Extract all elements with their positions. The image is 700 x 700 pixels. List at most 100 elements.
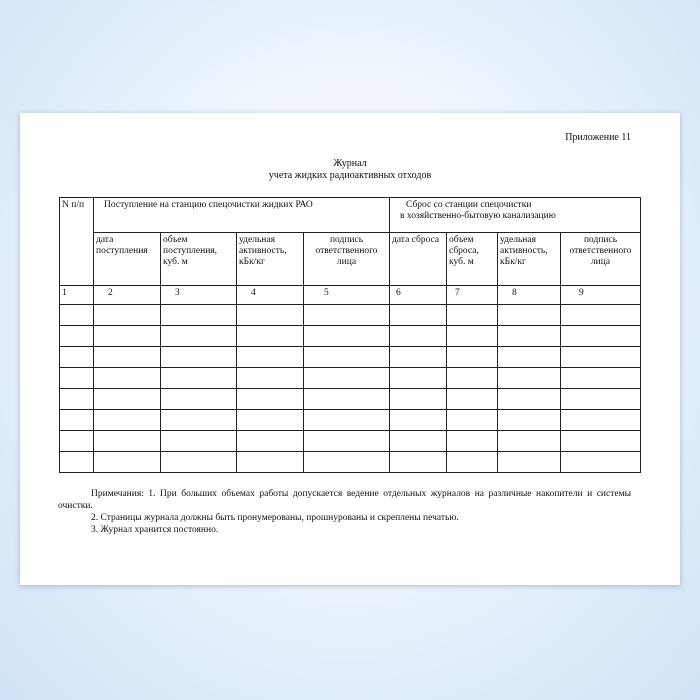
doc-subtitle: учета жидких радиоактивных отходов xyxy=(268,170,432,181)
table-cell xyxy=(160,409,237,431)
table-cell xyxy=(59,430,94,452)
col-number: 1 xyxy=(59,285,94,305)
col-header: дата поступления xyxy=(93,232,161,286)
note-1: Примечания: 1. При больших объемах работ… xyxy=(58,489,631,511)
table-cell xyxy=(160,304,237,326)
table-cell xyxy=(160,325,237,347)
note-3: 3. Журнал хранится постоянно. xyxy=(91,525,219,535)
table-cell xyxy=(236,325,304,347)
table-cell xyxy=(497,346,561,368)
table-cell xyxy=(303,388,390,410)
table-cell xyxy=(389,451,447,473)
header-group-discharge: Сброс со станции спецочистки в хозяйствен… xyxy=(389,197,641,233)
table-cell xyxy=(303,430,390,452)
discharge-line1: Сброс со станции спецочистки xyxy=(406,200,532,210)
col-header: объем поступления, куб. м xyxy=(160,232,237,286)
table-cell xyxy=(446,451,498,473)
appendix-label: Приложение 11 xyxy=(565,132,631,143)
table-cell xyxy=(236,346,304,368)
table-cell xyxy=(560,367,641,389)
table-cell xyxy=(236,451,304,473)
journal-table: N п/п Поступление на станцию спецочистки… xyxy=(59,197,641,473)
table-cell xyxy=(59,451,94,473)
col-header: удельная активность, кБк/кг xyxy=(236,232,304,286)
table-cell xyxy=(236,388,304,410)
table-cell xyxy=(389,346,447,368)
table-cell xyxy=(93,367,161,389)
table-cell xyxy=(59,346,94,368)
table-cell xyxy=(236,304,304,326)
table-cell xyxy=(303,367,390,389)
table-row xyxy=(59,367,641,389)
table-cell xyxy=(560,409,641,431)
note-2: 2. Страницы журнала должны быть пронумер… xyxy=(91,513,459,523)
table-cell xyxy=(446,388,498,410)
table-row xyxy=(59,304,641,326)
table-cell xyxy=(236,409,304,431)
table-cell xyxy=(236,430,304,452)
table-cell xyxy=(303,346,390,368)
document-page: Приложение 11 Журнал учета жидких радиоа… xyxy=(20,113,680,585)
table-cell xyxy=(389,409,447,431)
table-cell xyxy=(160,388,237,410)
table-cell xyxy=(446,367,498,389)
col-header: подпись ответственного лица xyxy=(303,232,390,286)
notes: Примечания: 1. При больших объемах работ… xyxy=(58,488,631,536)
table-cell xyxy=(303,304,390,326)
table-cell xyxy=(446,430,498,452)
table-cell xyxy=(446,304,498,326)
table-cell xyxy=(497,451,561,473)
table-cell xyxy=(59,388,94,410)
table-cell xyxy=(560,304,641,326)
table-cell xyxy=(497,304,561,326)
table-cell xyxy=(303,325,390,347)
table-cell xyxy=(389,388,447,410)
table-cell xyxy=(59,325,94,347)
col-number: 3 xyxy=(160,285,237,305)
table-cell xyxy=(93,451,161,473)
table-cell xyxy=(560,346,641,368)
table-cell xyxy=(446,346,498,368)
table-cell xyxy=(59,409,94,431)
table-row xyxy=(59,430,641,452)
col-header: дата сброса xyxy=(389,232,447,286)
table-cell xyxy=(389,430,447,452)
table-cell xyxy=(560,325,641,347)
table-row xyxy=(59,346,641,368)
table-cell xyxy=(93,430,161,452)
col-number: 6 xyxy=(389,285,447,305)
col-number: 8 xyxy=(497,285,561,305)
col-number: 2 xyxy=(93,285,161,305)
table-cell xyxy=(93,388,161,410)
col-number: 7 xyxy=(446,285,498,305)
col-number: 4 xyxy=(236,285,304,305)
table-cell xyxy=(59,367,94,389)
discharge-line2: в хозяйственно-бытовую канализацию xyxy=(400,211,556,221)
table-cell xyxy=(303,451,390,473)
table-cell xyxy=(446,409,498,431)
table-row xyxy=(59,409,641,431)
col-number: 9 xyxy=(560,285,641,305)
col-number: 5 xyxy=(303,285,390,305)
table-cell xyxy=(93,346,161,368)
table-cell xyxy=(497,388,561,410)
table-row xyxy=(59,388,641,410)
table-cell xyxy=(389,325,447,347)
header-num: N п/п xyxy=(59,197,94,286)
table-row xyxy=(59,451,641,473)
table-cell xyxy=(93,325,161,347)
table-cell xyxy=(497,325,561,347)
table-cell xyxy=(497,367,561,389)
doc-title: Журнал xyxy=(333,158,367,169)
table-row xyxy=(59,325,641,347)
table-cell xyxy=(560,451,641,473)
col-header: объем сброса, куб. м xyxy=(446,232,498,286)
table-cell xyxy=(59,304,94,326)
table-cell xyxy=(93,409,161,431)
table-cell xyxy=(560,388,641,410)
table-cell xyxy=(497,430,561,452)
table-cell xyxy=(303,409,390,431)
col-header: удельная активность, кБк/кг xyxy=(497,232,561,286)
col-header: подпись ответственного лица xyxy=(560,232,641,286)
table-cell xyxy=(160,430,237,452)
